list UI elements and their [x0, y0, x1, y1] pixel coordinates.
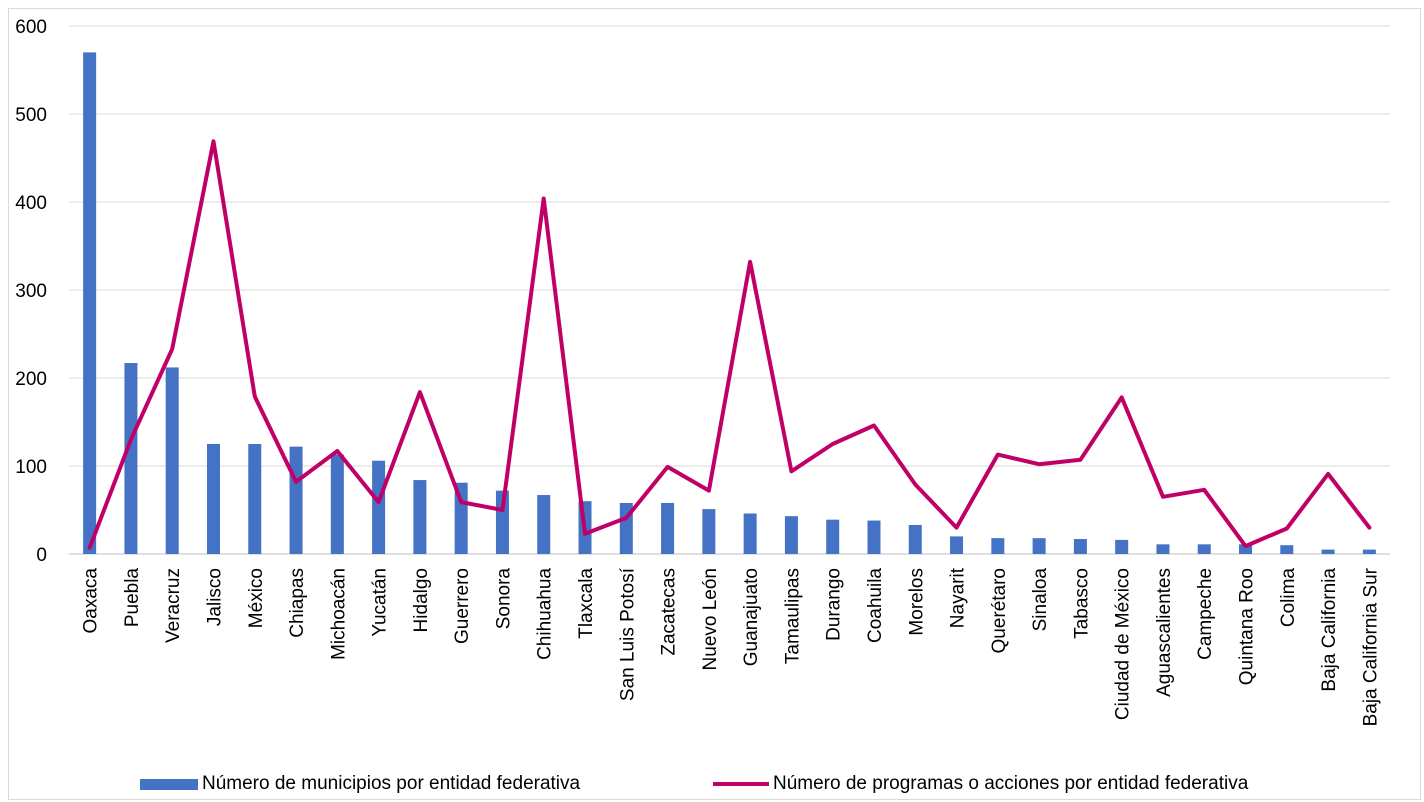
- bar-Guanajuato: [743, 513, 757, 554]
- line-series: [87, 139, 1372, 550]
- bar-Morelos: [908, 524, 922, 554]
- x-tick-label: Chiapas: [287, 568, 308, 638]
- x-tick-label: Querétaro: [989, 568, 1010, 654]
- bar-Querétaro: [991, 538, 1005, 554]
- line-programas: [87, 139, 1372, 550]
- bar-Colima: [1280, 545, 1294, 554]
- x-tick-label: Colima: [1278, 568, 1299, 628]
- bar-Quintana Roo: [1239, 544, 1253, 554]
- bar-Nayarit: [950, 536, 964, 554]
- x-tick-label: Quintana Roo: [1237, 568, 1258, 685]
- y-tick-label: 100: [15, 457, 47, 478]
- y-tick-label: 200: [15, 369, 47, 390]
- x-tick-label: Yucatán: [370, 568, 391, 637]
- bar-Tabasco: [1073, 539, 1087, 554]
- bar-Sinaloa: [1032, 538, 1046, 554]
- gridlines: [69, 25, 1390, 555]
- legend: Número de municipios por entidad federat…: [0, 773, 1424, 797]
- x-tick-label: Tlaxcala: [576, 568, 597, 639]
- bar-México: [248, 444, 262, 554]
- x-tick-label: Hidalgo: [411, 568, 432, 632]
- x-tick-label: San Luis Potosí: [617, 567, 638, 701]
- legend-label-programas: Número de programas o acciones por entid…: [773, 773, 1249, 794]
- bar-Guerrero: [454, 482, 468, 554]
- x-tick-label: Morelos: [906, 568, 927, 636]
- bar-Coahuila: [867, 520, 881, 554]
- x-tick-label: Nuevo León: [700, 568, 721, 670]
- x-tick-label: Baja California Sur: [1360, 567, 1381, 726]
- bar-Durango: [826, 519, 840, 554]
- bar-Chiapas: [289, 446, 303, 554]
- x-tick-label: Nayarit: [948, 567, 969, 628]
- x-tick-label: Zacatecas: [659, 568, 680, 656]
- x-tick-label: México: [246, 568, 267, 628]
- bar-Jalisco: [206, 444, 220, 554]
- y-axis: 0 100 200 300 400 500 600: [15, 17, 47, 566]
- bar-Tamaulipas: [784, 516, 798, 554]
- x-tick-label: Oaxaca: [81, 568, 102, 634]
- bar-Veracruz: [165, 367, 179, 554]
- x-tick-label: Guanajuato: [741, 568, 762, 666]
- legend-line-swatch: [713, 782, 769, 786]
- bar-Aguascalientes: [1156, 544, 1170, 554]
- legend-bar-swatch: [140, 778, 198, 790]
- x-tick-label: Tabasco: [1071, 568, 1092, 639]
- x-tick-label: Jalisco: [204, 568, 225, 626]
- legend-item-programas: Número de programas o acciones por entid…: [713, 773, 1248, 795]
- legend-label-municipios: Número de municipios por entidad federat…: [202, 773, 581, 794]
- x-tick-label: Aguascalientes: [1154, 568, 1175, 697]
- bar-Chihuahua: [537, 495, 551, 554]
- x-tick-label: Puebla: [122, 568, 143, 628]
- y-tick-label: 300: [15, 281, 47, 302]
- bar-Ciudad de México: [1115, 539, 1129, 554]
- bar-Baja California Sur: [1362, 549, 1376, 554]
- bar-Yucatán: [372, 460, 386, 554]
- y-tick-label: 500: [15, 105, 47, 126]
- bar-Hidalgo: [413, 480, 427, 554]
- x-tick-label: Baja California: [1319, 568, 1340, 692]
- chart-frame: [8, 8, 1421, 800]
- x-tick-label: Tamaulipas: [782, 568, 803, 664]
- y-tick-label: 0: [36, 545, 47, 566]
- x-tick-label: Sinaloa: [1030, 568, 1051, 632]
- bar-Zacatecas: [661, 502, 675, 554]
- bar-series: [83, 52, 1376, 555]
- legend-item-municipios: Número de municipios por entidad federat…: [140, 773, 580, 795]
- bar-Oaxaca: [83, 52, 97, 555]
- bar-Michoacán: [330, 454, 344, 554]
- bar-Puebla: [124, 363, 138, 554]
- bar-Sonora: [495, 490, 509, 554]
- x-tick-label: Ciudad de México: [1113, 568, 1134, 720]
- x-tick-label: Guerrero: [452, 568, 473, 644]
- bar-Nuevo León: [702, 509, 716, 554]
- y-tick-label: 400: [15, 193, 47, 214]
- y-tick-label: 600: [15, 17, 47, 38]
- x-tick-label: Veracruz: [163, 568, 184, 643]
- x-tick-label: Campeche: [1195, 568, 1216, 660]
- bar-Campeche: [1197, 544, 1211, 554]
- bar-Baja California: [1321, 549, 1335, 554]
- x-tick-label: Durango: [824, 568, 845, 641]
- x-tick-label: Chihuahua: [535, 568, 556, 660]
- x-tick-label: Sonora: [493, 568, 514, 630]
- x-axis: Oaxaca Puebla Veracruz Jalisco México Chiapas…: [81, 567, 1382, 726]
- x-tick-label: Michoacán: [328, 568, 349, 660]
- x-tick-label: Coahuila: [865, 568, 886, 643]
